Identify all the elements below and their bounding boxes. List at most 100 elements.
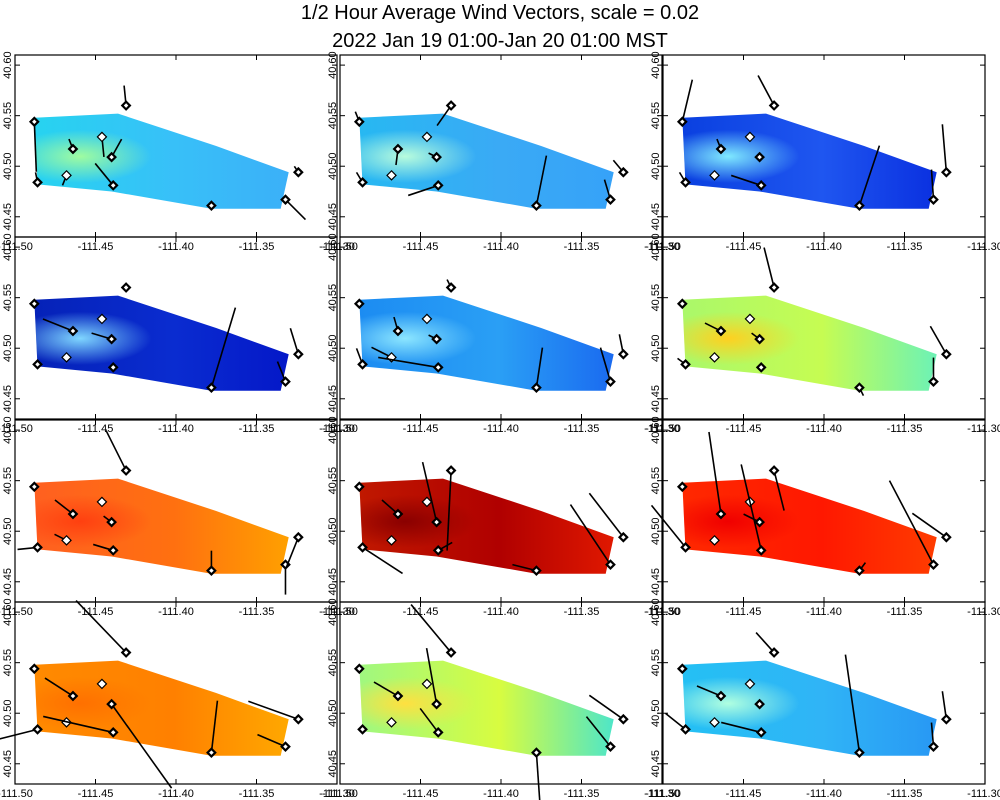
station-marker (744, 313, 756, 325)
y-tick-label: 40.60 (327, 416, 339, 444)
wind-vector (362, 546, 403, 575)
panel-8: -111.50 -111.45 -111.40 -111.35 -111.3040.45… (322, 416, 680, 618)
wind-vector (535, 752, 541, 800)
station-marker-center (110, 365, 116, 370)
station-marker (421, 131, 433, 143)
wind-vector (708, 431, 722, 515)
y-tick-label: 40.50 (650, 334, 662, 362)
wind-vector (421, 461, 438, 523)
wind-vector (105, 430, 127, 471)
x-tick-label: -111.45 (403, 423, 439, 435)
station-marker-center (110, 183, 116, 188)
x-tick-label: -111.35 (564, 241, 600, 253)
station-marker-center (283, 379, 288, 384)
x-tick-label: -111.40 (158, 241, 194, 253)
x-tick-label: -111.40 (806, 788, 842, 800)
x-tick-label: -111.50 (645, 788, 681, 800)
station-marker-center (70, 146, 76, 152)
y-tick-label: 40.55 (2, 102, 14, 130)
wind-vector (94, 162, 114, 186)
station-marker-center (448, 285, 454, 290)
y-tick-label: 40.60 (2, 416, 14, 444)
y-tick-label: 40.60 (650, 51, 662, 79)
wind-vector (665, 712, 687, 731)
valley-highlight (359, 295, 614, 391)
x-tick-label: -111.40 (483, 606, 519, 618)
wind-vector (210, 700, 219, 753)
y-tick-label: 40.55 (650, 467, 662, 495)
y-tick-label: 40.50 (327, 699, 339, 727)
wind-vector (599, 347, 612, 382)
wind-vector (844, 654, 861, 753)
y-tick-label: 40.45 (327, 385, 339, 413)
station-marker-center (283, 197, 288, 202)
y-tick-label: 40.50 (650, 699, 662, 727)
x-tick-label: -111.40 (806, 241, 842, 253)
x-tick-label: -111.35 (239, 241, 275, 253)
y-tick-label: 40.60 (2, 233, 14, 261)
station-marker-center (435, 183, 441, 188)
wind-vector (929, 325, 948, 355)
x-tick-label: -111.50 (0, 423, 33, 435)
y-tick-label: 40.50 (2, 152, 14, 180)
station-marker (386, 169, 397, 181)
x-tick-label: -111.40 (806, 606, 842, 618)
x-tick-label: -111.35 (887, 606, 923, 618)
station-marker-center (357, 666, 362, 671)
y-tick-label: 40.45 (2, 385, 14, 413)
x-tick-label: -111.40 (158, 788, 194, 800)
station-marker (709, 351, 720, 363)
station-marker (421, 496, 433, 508)
wind-vector (569, 504, 612, 566)
chart-subtitle: 2022 Jan 19 01:00-Jan 20 01:00 MST (332, 30, 668, 52)
station-marker-center (357, 119, 362, 124)
wind-vector (43, 715, 114, 734)
x-tick-label: -111.35 (564, 788, 600, 800)
y-tick-label: 40.45 (2, 203, 14, 231)
y-tick-label: 40.60 (327, 598, 339, 626)
y-tick-label: 40.45 (650, 750, 662, 778)
wind-vector (740, 464, 762, 551)
x-tick-label: -111.40 (483, 788, 519, 800)
x-tick-label: -111.40 (158, 423, 194, 435)
wind-vector (911, 512, 947, 538)
wind-vector (696, 685, 722, 697)
panel-11: -111.50 -111.45 -111.40 -111.35 -111.30 40.45… (322, 598, 680, 800)
y-tick-label: 40.60 (650, 598, 662, 626)
valley-highlight (682, 113, 937, 209)
y-tick-label: 40.60 (2, 51, 14, 79)
y-tick-label: 40.50 (2, 334, 14, 362)
x-tick-label: -111.45 (78, 241, 114, 253)
y-tick-label: 40.45 (2, 750, 14, 778)
station-marker (386, 534, 397, 546)
valley-highlight (34, 113, 289, 209)
panel-12: -111.50 -111.45 -111.40 -111.35 -111.30 40.45… (645, 598, 1000, 800)
wind-vector (730, 174, 762, 187)
station-marker (96, 131, 108, 143)
x-tick-label: -111.45 (726, 606, 762, 618)
station-marker-center (32, 119, 37, 124)
x-tick-label: -111.45 (726, 241, 762, 253)
y-tick-label: 40.60 (2, 598, 14, 626)
y-tick-label: 40.50 (650, 152, 662, 180)
station-marker-center (123, 103, 129, 108)
wind-vector (757, 75, 775, 106)
y-tick-label: 40.60 (650, 233, 662, 261)
x-tick-label: -111.35 (564, 606, 600, 618)
station-marker-center (360, 362, 365, 367)
x-tick-label: -111.45 (78, 606, 114, 618)
panel-4: -111.50 -111.45 -111.40 -111.35 -111.3040.45… (0, 233, 355, 435)
y-tick-label: 40.45 (327, 750, 339, 778)
x-tick-label: -111.35 (564, 423, 600, 435)
wind-vector (425, 647, 438, 705)
station-marker-center (32, 666, 37, 671)
station-marker-center (123, 468, 129, 473)
y-tick-label: 40.60 (327, 233, 339, 261)
x-tick-label: -111.30 (967, 788, 1000, 800)
station-marker-center (771, 468, 777, 473)
station-marker (709, 534, 720, 546)
wind-vector (373, 681, 399, 697)
wind-vector (446, 470, 452, 551)
y-tick-label: 40.45 (650, 385, 662, 413)
